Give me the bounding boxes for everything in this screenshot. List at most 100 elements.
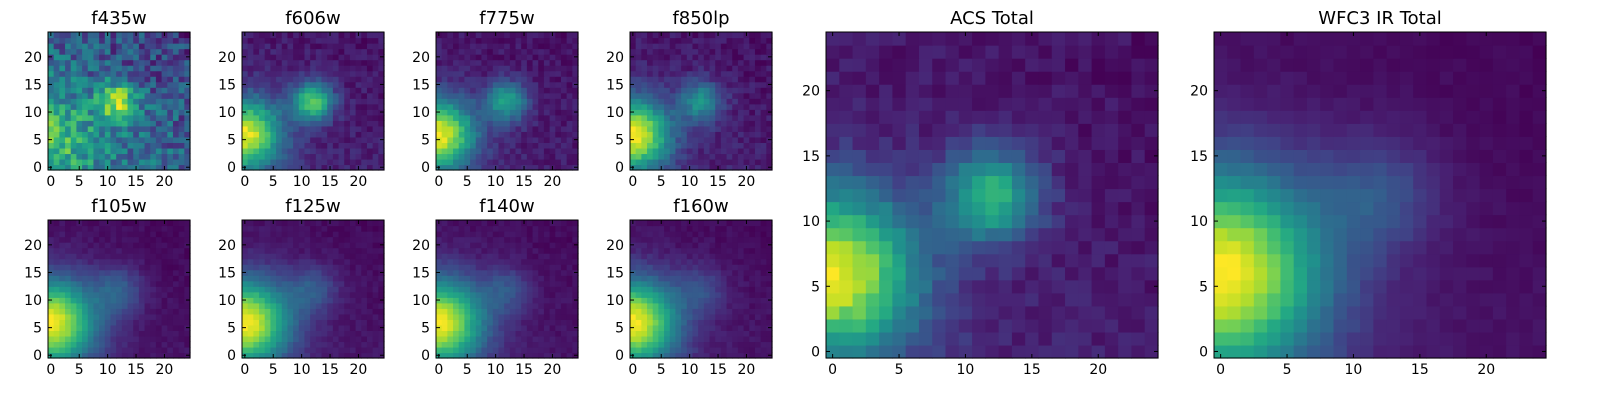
heatmap-cell <box>167 65 174 72</box>
heatmap-cell <box>293 92 300 99</box>
heatmap-cell <box>298 65 306 72</box>
heatmap-cell <box>327 76 334 83</box>
heatmap-cell <box>470 231 477 238</box>
heatmap-cell <box>504 70 511 77</box>
heatmap-cell <box>150 43 157 50</box>
heatmap-cell <box>566 275 573 282</box>
heatmap-cell <box>487 43 494 50</box>
heatmap-cell <box>298 81 306 88</box>
heatmap-cell <box>720 164 728 171</box>
heatmap-cell <box>310 308 317 315</box>
heatmap-cell <box>247 352 254 359</box>
heatmap-cell <box>509 275 517 282</box>
heatmap-cell <box>48 43 55 50</box>
heatmap-cell <box>133 103 140 110</box>
x-tick-label: 15 <box>321 174 339 190</box>
heatmap-cell <box>264 125 271 132</box>
heatmap-cell <box>287 264 294 271</box>
heatmap-cell <box>349 242 357 249</box>
heatmap-cell <box>538 352 545 359</box>
heatmap-cell <box>253 37 260 44</box>
heatmap-cell <box>48 291 55 298</box>
heatmap-cell <box>99 120 106 127</box>
heatmap-cell <box>264 54 271 61</box>
heatmap-cell <box>658 346 665 354</box>
heatmap-cell <box>760 76 767 83</box>
heatmap-cell <box>281 346 289 354</box>
heatmap-cell <box>304 147 311 155</box>
heatmap-cell <box>749 92 756 99</box>
heatmap-cell <box>372 335 379 343</box>
heatmap-cell <box>276 291 283 298</box>
heatmap-cell <box>715 153 722 160</box>
heatmap-cell <box>144 297 151 304</box>
heatmap-cell <box>332 43 340 50</box>
heatmap-cell <box>372 258 379 265</box>
heatmap-cell <box>453 286 460 293</box>
heatmap-cell <box>150 291 157 298</box>
heatmap-cell <box>681 352 688 359</box>
heatmap-cell <box>681 330 688 337</box>
heatmap-cell <box>332 297 340 304</box>
heatmap-cell <box>681 147 688 155</box>
heatmap-cell <box>82 92 89 99</box>
heatmap-cell <box>281 87 289 94</box>
heatmap-cell <box>133 242 140 249</box>
heatmap-cell <box>686 346 694 354</box>
heatmap-cell <box>447 87 454 94</box>
heatmap-cell <box>253 308 260 315</box>
heatmap-cell <box>59 131 66 138</box>
heatmap-cell <box>555 54 562 61</box>
heatmap-cell <box>453 313 460 320</box>
heatmap-cell <box>464 236 471 243</box>
heatmap-cell <box>242 308 249 315</box>
heatmap-cell <box>481 87 488 94</box>
heatmap-cell <box>87 70 95 77</box>
y-tick-label: 20 <box>218 50 236 66</box>
heatmap-cell <box>87 319 95 326</box>
heatmap-cell <box>87 324 95 331</box>
heatmap-cell <box>658 114 665 121</box>
heatmap-cell <box>715 109 722 116</box>
heatmap-cell <box>172 324 180 331</box>
heatmap-cell <box>504 43 511 50</box>
heatmap-cell <box>543 330 551 337</box>
heatmap-cell <box>509 54 517 61</box>
heatmap-cell <box>116 142 123 149</box>
heatmap-cell <box>310 76 317 83</box>
x-tick-label: 5 <box>269 174 278 190</box>
heatmap-cell <box>144 142 151 149</box>
heatmap-cell <box>338 43 345 50</box>
heatmap-cell <box>315 43 323 50</box>
heatmap-cell <box>361 308 368 315</box>
heatmap-cell <box>737 81 745 88</box>
heatmap-cell <box>543 231 551 238</box>
heatmap-cell <box>470 32 477 39</box>
heatmap-cell <box>247 231 254 238</box>
heatmap-cell <box>298 308 306 315</box>
heatmap-cell <box>116 164 123 171</box>
heatmap-cell <box>441 164 448 171</box>
heatmap-cell <box>361 37 368 44</box>
heatmap-cell <box>698 32 705 39</box>
heatmap-cell <box>487 32 494 39</box>
heatmap-cell <box>178 153 185 160</box>
heatmap-cell <box>259 81 266 88</box>
heatmap-cell <box>87 131 95 138</box>
heatmap-cell <box>635 324 642 331</box>
heatmap-cell <box>161 54 168 61</box>
heatmap-cell <box>538 220 545 227</box>
heatmap-cell <box>715 76 722 83</box>
heatmap-cell <box>76 297 83 304</box>
heatmap-cell <box>167 120 174 127</box>
heatmap-cell <box>692 120 699 127</box>
heatmap-cell <box>732 81 739 88</box>
heatmap-cell <box>327 54 334 61</box>
heatmap-cell <box>470 114 477 121</box>
heatmap-cell <box>87 302 95 309</box>
heatmap-cell <box>338 242 345 249</box>
heatmap-cell <box>110 158 117 166</box>
heatmap-cell <box>133 231 140 238</box>
heatmap-cell <box>658 37 665 44</box>
heatmap-cell <box>481 330 488 337</box>
